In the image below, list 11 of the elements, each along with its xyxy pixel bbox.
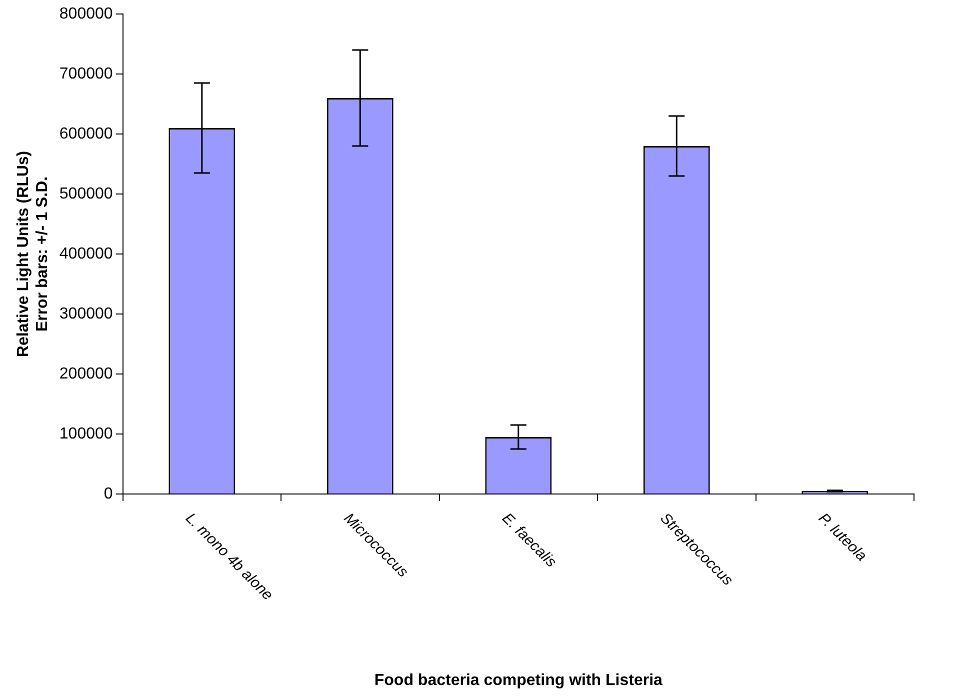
y-tick-label: 400000 xyxy=(59,245,113,262)
y-tick-label: 100000 xyxy=(59,425,113,442)
x-axis-title: Food bacteria competing with Listeria xyxy=(374,672,663,689)
y-tick-label: 800000 xyxy=(59,5,113,22)
y-tick-label: 0 xyxy=(104,485,113,502)
y-axis-title: Relative Light Units (RLUs) Error bars: +/- 1 S.D. xyxy=(15,150,52,358)
y-tick-label: 200000 xyxy=(59,365,113,382)
y-tick-label: 700000 xyxy=(59,65,113,82)
y-tick-label: 500000 xyxy=(59,185,113,202)
y-tick-label: 300000 xyxy=(59,305,113,322)
y-tick-label: 600000 xyxy=(59,125,113,142)
